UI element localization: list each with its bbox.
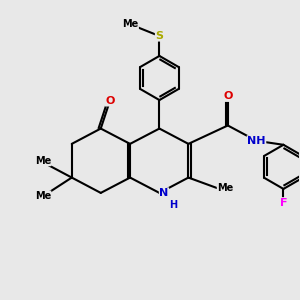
Text: H: H [169, 200, 177, 209]
Text: F: F [280, 198, 287, 208]
Text: Me: Me [34, 156, 51, 166]
Text: Me: Me [34, 191, 51, 201]
Text: O: O [105, 96, 115, 106]
Text: Me: Me [217, 183, 233, 193]
Text: N: N [159, 188, 169, 198]
Text: O: O [223, 92, 232, 101]
Text: NH: NH [247, 136, 266, 146]
Text: Me: Me [122, 19, 138, 29]
Text: S: S [155, 31, 164, 41]
